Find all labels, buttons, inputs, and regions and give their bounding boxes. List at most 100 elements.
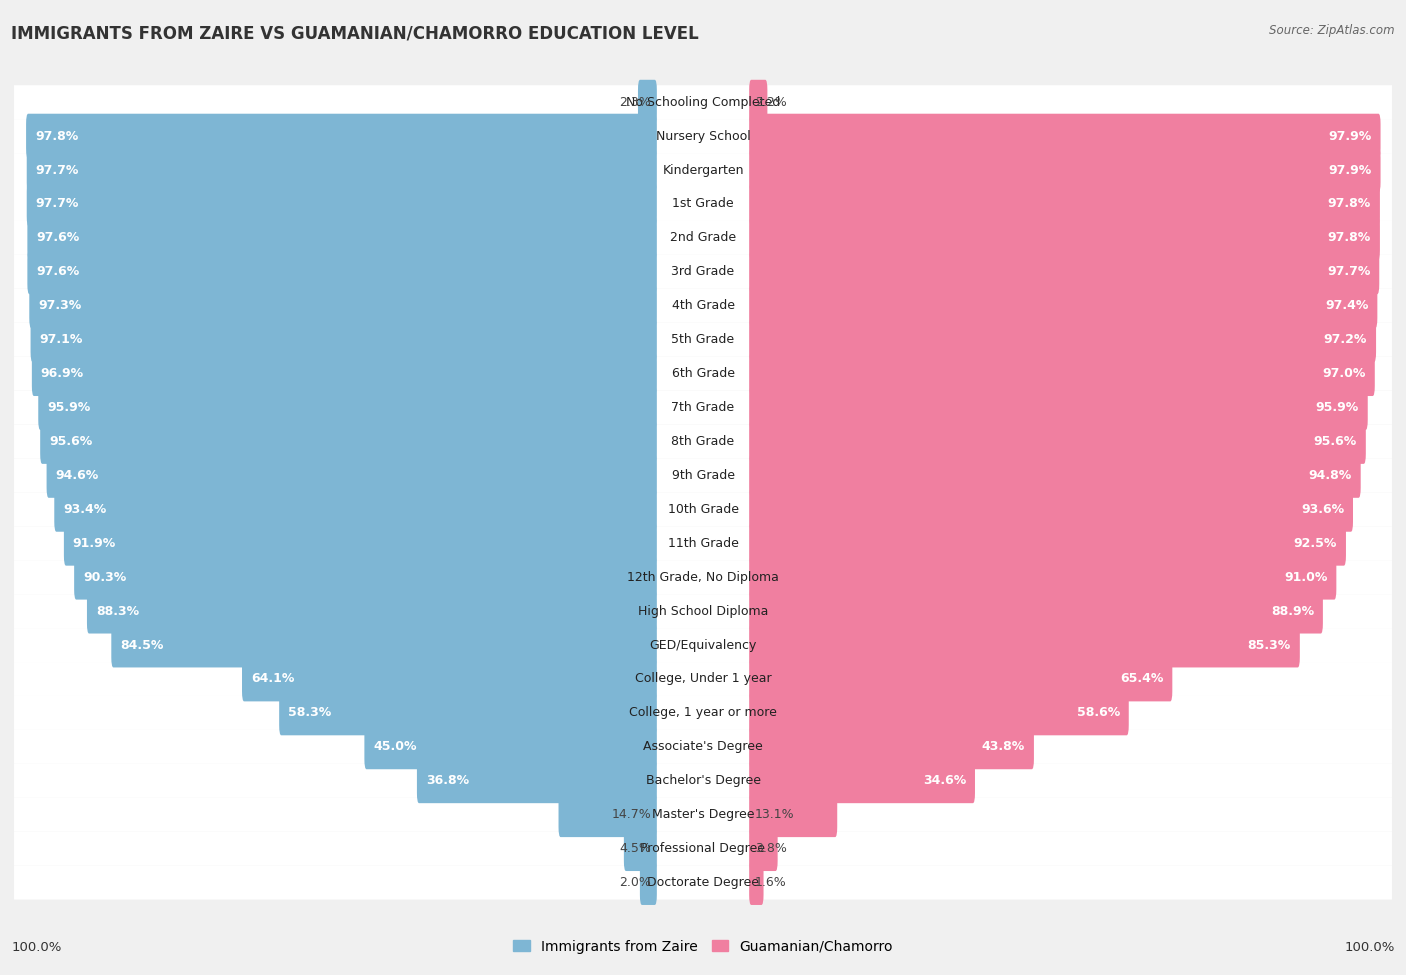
FancyBboxPatch shape (14, 323, 1392, 357)
Text: 43.8%: 43.8% (981, 740, 1025, 754)
FancyBboxPatch shape (749, 80, 768, 125)
FancyBboxPatch shape (27, 181, 657, 226)
Text: 88.3%: 88.3% (96, 604, 139, 617)
Text: 5th Grade: 5th Grade (672, 333, 734, 346)
Text: 92.5%: 92.5% (1294, 537, 1337, 550)
FancyBboxPatch shape (38, 385, 657, 430)
FancyBboxPatch shape (14, 254, 1392, 289)
Text: 1.6%: 1.6% (755, 877, 786, 889)
Text: 11th Grade: 11th Grade (668, 537, 738, 550)
Text: 64.1%: 64.1% (250, 673, 294, 685)
FancyBboxPatch shape (27, 114, 657, 159)
FancyBboxPatch shape (14, 763, 1392, 798)
FancyBboxPatch shape (749, 351, 1375, 396)
Text: IMMIGRANTS FROM ZAIRE VS GUAMANIAN/CHAMORRO EDUCATION LEVEL: IMMIGRANTS FROM ZAIRE VS GUAMANIAN/CHAMO… (11, 24, 699, 42)
Text: 96.9%: 96.9% (41, 368, 84, 380)
FancyBboxPatch shape (749, 724, 1033, 769)
FancyBboxPatch shape (14, 85, 1392, 119)
Text: 91.9%: 91.9% (73, 537, 117, 550)
FancyBboxPatch shape (14, 730, 1392, 763)
FancyBboxPatch shape (749, 317, 1376, 362)
Text: 2.0%: 2.0% (620, 877, 651, 889)
FancyBboxPatch shape (749, 215, 1379, 260)
Text: 97.7%: 97.7% (1327, 265, 1371, 278)
FancyBboxPatch shape (749, 589, 1323, 634)
FancyBboxPatch shape (749, 656, 1173, 701)
Text: 97.9%: 97.9% (1329, 164, 1372, 176)
FancyBboxPatch shape (558, 793, 657, 838)
FancyBboxPatch shape (749, 555, 1336, 600)
Text: College, 1 year or more: College, 1 year or more (628, 707, 778, 720)
FancyBboxPatch shape (749, 860, 763, 905)
Text: Source: ZipAtlas.com: Source: ZipAtlas.com (1270, 24, 1395, 37)
FancyBboxPatch shape (749, 419, 1365, 464)
FancyBboxPatch shape (749, 284, 1378, 329)
FancyBboxPatch shape (31, 317, 657, 362)
FancyBboxPatch shape (364, 724, 657, 769)
Text: 14.7%: 14.7% (612, 808, 651, 821)
Text: 100.0%: 100.0% (1344, 941, 1395, 954)
FancyBboxPatch shape (280, 690, 657, 735)
FancyBboxPatch shape (749, 623, 1299, 668)
Text: 6th Grade: 6th Grade (672, 368, 734, 380)
Text: 36.8%: 36.8% (426, 774, 470, 787)
FancyBboxPatch shape (14, 153, 1392, 187)
Text: 97.7%: 97.7% (35, 164, 79, 176)
Text: Master's Degree: Master's Degree (652, 808, 754, 821)
FancyBboxPatch shape (46, 453, 657, 498)
FancyBboxPatch shape (14, 492, 1392, 526)
FancyBboxPatch shape (14, 662, 1392, 696)
Text: College, Under 1 year: College, Under 1 year (634, 673, 772, 685)
FancyBboxPatch shape (749, 250, 1379, 294)
FancyBboxPatch shape (418, 759, 657, 803)
FancyBboxPatch shape (14, 696, 1392, 730)
Text: 95.6%: 95.6% (1313, 435, 1357, 448)
Text: 9th Grade: 9th Grade (672, 469, 734, 482)
FancyBboxPatch shape (27, 147, 657, 192)
Text: 4th Grade: 4th Grade (672, 299, 734, 312)
Text: 65.4%: 65.4% (1121, 673, 1163, 685)
Text: 97.9%: 97.9% (1329, 130, 1372, 142)
FancyBboxPatch shape (87, 589, 657, 634)
Text: 93.4%: 93.4% (63, 503, 107, 516)
Text: 94.6%: 94.6% (56, 469, 98, 482)
Text: 97.8%: 97.8% (1327, 198, 1371, 211)
FancyBboxPatch shape (14, 289, 1392, 323)
Text: 97.1%: 97.1% (39, 333, 83, 346)
FancyBboxPatch shape (14, 798, 1392, 832)
Text: 97.8%: 97.8% (35, 130, 79, 142)
FancyBboxPatch shape (14, 526, 1392, 561)
Text: Kindergarten: Kindergarten (662, 164, 744, 176)
Text: Associate's Degree: Associate's Degree (643, 740, 763, 754)
FancyBboxPatch shape (749, 147, 1381, 192)
Text: 90.3%: 90.3% (83, 570, 127, 584)
Text: High School Diploma: High School Diploma (638, 604, 768, 617)
Legend: Immigrants from Zaire, Guamanian/Chamorro: Immigrants from Zaire, Guamanian/Chamorr… (506, 932, 900, 960)
FancyBboxPatch shape (27, 215, 657, 260)
Text: 58.3%: 58.3% (288, 707, 332, 720)
Text: 100.0%: 100.0% (11, 941, 62, 954)
Text: 7th Grade: 7th Grade (672, 401, 734, 414)
Text: Nursery School: Nursery School (655, 130, 751, 142)
FancyBboxPatch shape (749, 759, 974, 803)
Text: 97.2%: 97.2% (1323, 333, 1367, 346)
FancyBboxPatch shape (749, 521, 1346, 565)
Text: 93.6%: 93.6% (1301, 503, 1344, 516)
FancyBboxPatch shape (14, 458, 1392, 492)
Text: 97.3%: 97.3% (38, 299, 82, 312)
Text: 97.8%: 97.8% (1327, 231, 1371, 245)
FancyBboxPatch shape (638, 80, 657, 125)
FancyBboxPatch shape (111, 623, 657, 668)
FancyBboxPatch shape (63, 521, 657, 565)
Text: Doctorate Degree: Doctorate Degree (647, 877, 759, 889)
Text: 94.8%: 94.8% (1309, 469, 1351, 482)
Text: 8th Grade: 8th Grade (672, 435, 734, 448)
Text: 95.9%: 95.9% (48, 401, 90, 414)
Text: 97.4%: 97.4% (1324, 299, 1368, 312)
Text: 3rd Grade: 3rd Grade (672, 265, 734, 278)
Text: No Schooling Completed: No Schooling Completed (626, 96, 780, 108)
Text: 91.0%: 91.0% (1284, 570, 1327, 584)
Text: Professional Degree: Professional Degree (641, 842, 765, 855)
FancyBboxPatch shape (41, 419, 657, 464)
Text: 84.5%: 84.5% (121, 639, 163, 651)
